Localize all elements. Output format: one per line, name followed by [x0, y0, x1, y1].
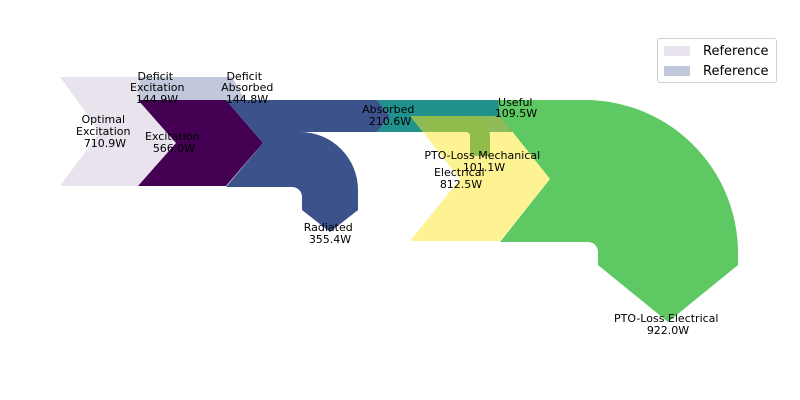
pto-loss-mechanical-label: PTO-Loss Mechanical 101.1W	[424, 149, 543, 174]
pto-loss-mechanical-flow	[420, 116, 490, 156]
legend-swatch-2	[664, 66, 690, 76]
deficit-excitation-label: Deficit Excitation 144.9W	[130, 70, 188, 106]
legend-swatch-1	[664, 46, 690, 56]
legend: Reference Reference	[657, 38, 777, 83]
legend-entry-reference-2: Reference	[664, 63, 768, 79]
legend-entry-reference-1: Reference	[664, 43, 768, 59]
radiated-label: Radiated 355.4W	[304, 221, 356, 246]
useful-label: Useful 109.5W	[495, 96, 537, 120]
excitation-flow	[138, 100, 263, 186]
legend-label-2: Reference	[703, 63, 769, 79]
pto-loss-electrical-label: PTO-Loss Electrical 922.0W	[614, 312, 722, 337]
absorbed-label: Absorbed 210.6W	[362, 103, 418, 128]
optimal-excitation-label: Optimal Excitation 710.9W	[76, 113, 134, 150]
deficit-absorbed-label: Deficit Absorbed 144.8W	[221, 70, 277, 106]
radiated-flow	[226, 100, 390, 232]
excitation-label: Excitation 566.0W	[145, 130, 203, 155]
electrical-flow	[410, 116, 550, 241]
electrical-label: Electrical 812.5W	[434, 166, 488, 191]
legend-label-1: Reference	[703, 43, 769, 59]
deficit-excitation-flow	[138, 77, 245, 100]
pto-loss-electrical-flow	[498, 100, 738, 322]
